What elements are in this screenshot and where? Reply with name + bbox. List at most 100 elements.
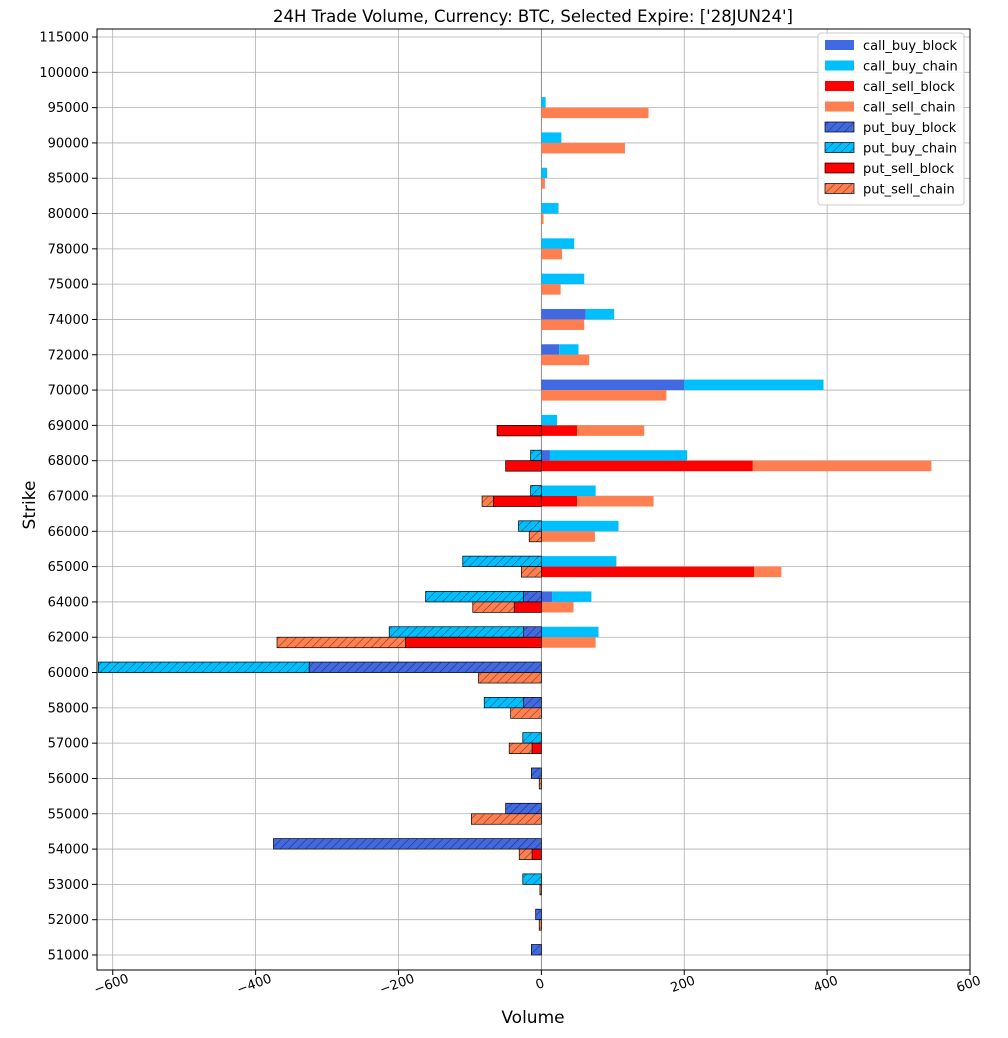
bar-hatch-put_buy_chain bbox=[389, 626, 524, 638]
x-tick-label: −400 bbox=[235, 972, 274, 998]
bar-call_sell_chain bbox=[577, 496, 654, 507]
legend-swatch-call_buy_block bbox=[825, 40, 854, 50]
y-tick-label: 70000 bbox=[48, 384, 89, 399]
bar-call_sell_chain bbox=[541, 248, 563, 260]
x-tick-label: 400 bbox=[812, 973, 840, 996]
legend-label-call_buy_chain: call_buy_chain bbox=[863, 60, 958, 75]
chart-title: 24H Trade Volume, Currency: BTC, Selecte… bbox=[273, 7, 793, 26]
bar-call_sell_chain bbox=[541, 284, 561, 295]
y-tick-label: 56000 bbox=[48, 772, 89, 787]
y-tick-label: 52000 bbox=[48, 913, 89, 928]
bar-hatch-put_sell_chain bbox=[539, 919, 542, 931]
y-tick-label: 62000 bbox=[48, 631, 89, 646]
plot-frame bbox=[96, 28, 971, 971]
bar-hatch-put_sell_chain bbox=[277, 637, 406, 648]
bar-call_sell_chain bbox=[541, 213, 544, 225]
bar-hatch-put_buy_block bbox=[531, 767, 542, 779]
bar-hatch-put_buy_block bbox=[273, 838, 542, 850]
ticks-layer: −600 −400 −200 0 200 400 600 51000 52000 53000 540… bbox=[39, 31, 983, 998]
bar-hatch-put_sell_chain bbox=[478, 672, 542, 684]
y-tick-label: 115000 bbox=[39, 31, 89, 46]
bar-call_buy_chain bbox=[684, 379, 824, 391]
y-tick-label: 78000 bbox=[48, 242, 89, 257]
x-tick-label: −200 bbox=[378, 972, 417, 998]
y-tick-label: 74000 bbox=[48, 313, 89, 328]
bar-hatch-put_sell_chain bbox=[509, 743, 533, 754]
y-tick-label: 54000 bbox=[48, 843, 89, 858]
bar-call_buy_chain bbox=[541, 238, 575, 249]
bar-call_buy_chain bbox=[541, 167, 548, 179]
bar-call_buy_chain bbox=[541, 626, 599, 638]
bar-put_sell_block bbox=[505, 460, 542, 472]
bar-hatch-put_sell_chain bbox=[471, 813, 542, 825]
legend-label-call_sell_block: call_sell_block bbox=[863, 80, 955, 95]
bar-call_buy_block bbox=[541, 379, 685, 391]
bar-call_buy_block bbox=[541, 308, 586, 320]
y-tick-label: 72000 bbox=[48, 348, 89, 363]
bar-call_buy_chain bbox=[541, 485, 596, 496]
bar-hatch-put_buy_block bbox=[531, 944, 542, 955]
bar-put_sell_block bbox=[531, 742, 542, 755]
bar-call_sell_chain bbox=[541, 531, 595, 542]
bar-call_sell_chain bbox=[752, 460, 932, 472]
bar-call_sell_chain bbox=[541, 390, 667, 401]
bar-hatch-put_sell_chain bbox=[482, 496, 494, 507]
legend-hatch-put_buy_chain bbox=[825, 142, 854, 153]
bar-call_sell_chain bbox=[754, 566, 782, 578]
bar-call_sell_chain bbox=[541, 354, 590, 366]
bar-put_sell_block bbox=[513, 601, 542, 613]
y-tick-label: 57000 bbox=[48, 737, 89, 752]
y-tick-label: 90000 bbox=[48, 136, 89, 151]
bar-hatch-put_sell_chain bbox=[472, 601, 515, 613]
bar-hatch-put_sell_chain bbox=[510, 707, 542, 719]
bar-hatch-put_sell_chain bbox=[539, 778, 542, 789]
bar-call_buy_block bbox=[541, 344, 560, 355]
x-axis-label: Volume bbox=[501, 1008, 564, 1028]
y-tick-label: 53000 bbox=[48, 878, 89, 893]
bar-call_sell_chain bbox=[541, 107, 649, 119]
bar-hatch-put_buy_chain bbox=[98, 662, 310, 673]
y-tick-label: 85000 bbox=[48, 172, 89, 187]
y-tick-label: 60000 bbox=[48, 666, 89, 681]
legend-box bbox=[817, 32, 965, 206]
bar-call_sell_block bbox=[541, 425, 578, 436]
bar-call_buy_chain bbox=[541, 520, 619, 532]
bar-call_buy_chain bbox=[541, 414, 558, 426]
y-tick-label: 67000 bbox=[48, 490, 89, 505]
bar-hatch-put_buy_chain bbox=[522, 732, 542, 744]
y-tick-label: 68000 bbox=[48, 454, 89, 469]
y-tick-label: 95000 bbox=[48, 101, 89, 116]
bar-call_sell_chain bbox=[577, 425, 645, 436]
y-tick-label: 66000 bbox=[48, 525, 89, 540]
bar-put_sell_block bbox=[405, 636, 542, 649]
bar-hatch-put_buy_chain bbox=[484, 697, 524, 708]
bar-call_sell_block bbox=[541, 460, 753, 472]
legend-label-put_buy_chain: put_buy_chain bbox=[863, 142, 957, 157]
bar-hatch-put_sell_chain bbox=[521, 566, 542, 578]
y-axis-label: Strike bbox=[20, 481, 40, 530]
x-tick-label: 200 bbox=[669, 973, 697, 996]
x-tick-label: −600 bbox=[92, 972, 131, 998]
bar-put_sell_block bbox=[493, 495, 542, 507]
bar-call_buy_chain bbox=[541, 97, 546, 108]
bar-call_buy_chain bbox=[541, 132, 562, 143]
legend-swatch-call_buy_chain bbox=[825, 60, 854, 71]
bar-call_buy_chain bbox=[541, 203, 559, 214]
legend-hatch-put_sell_chain bbox=[825, 183, 854, 194]
legend-label-put_sell_block: put_sell_block bbox=[863, 162, 955, 177]
bar-call_sell_chain bbox=[541, 637, 596, 648]
bar-hatch-put_buy_block bbox=[523, 591, 542, 602]
bar-call_buy_chain bbox=[552, 591, 592, 602]
legend-label-call_sell_chain: call_sell_chain bbox=[863, 101, 956, 116]
y-tick-label: 80000 bbox=[48, 207, 89, 222]
x-tick-label: 600 bbox=[955, 973, 983, 996]
bar-call_sell_chain bbox=[541, 178, 545, 189]
y-tick-label: 75000 bbox=[48, 278, 89, 293]
legend-swatch-call_sell_chain bbox=[825, 101, 854, 112]
bar-call_sell_chain bbox=[541, 319, 585, 330]
bar-hatch-put_buy_chain bbox=[530, 485, 542, 496]
bar-hatch-put_buy_chain bbox=[530, 450, 542, 461]
bar-call_sell_chain bbox=[541, 142, 625, 154]
